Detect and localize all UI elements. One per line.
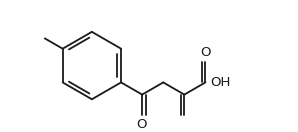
Text: OH: OH (210, 76, 230, 89)
Text: O: O (200, 46, 211, 59)
Text: O: O (136, 118, 147, 131)
